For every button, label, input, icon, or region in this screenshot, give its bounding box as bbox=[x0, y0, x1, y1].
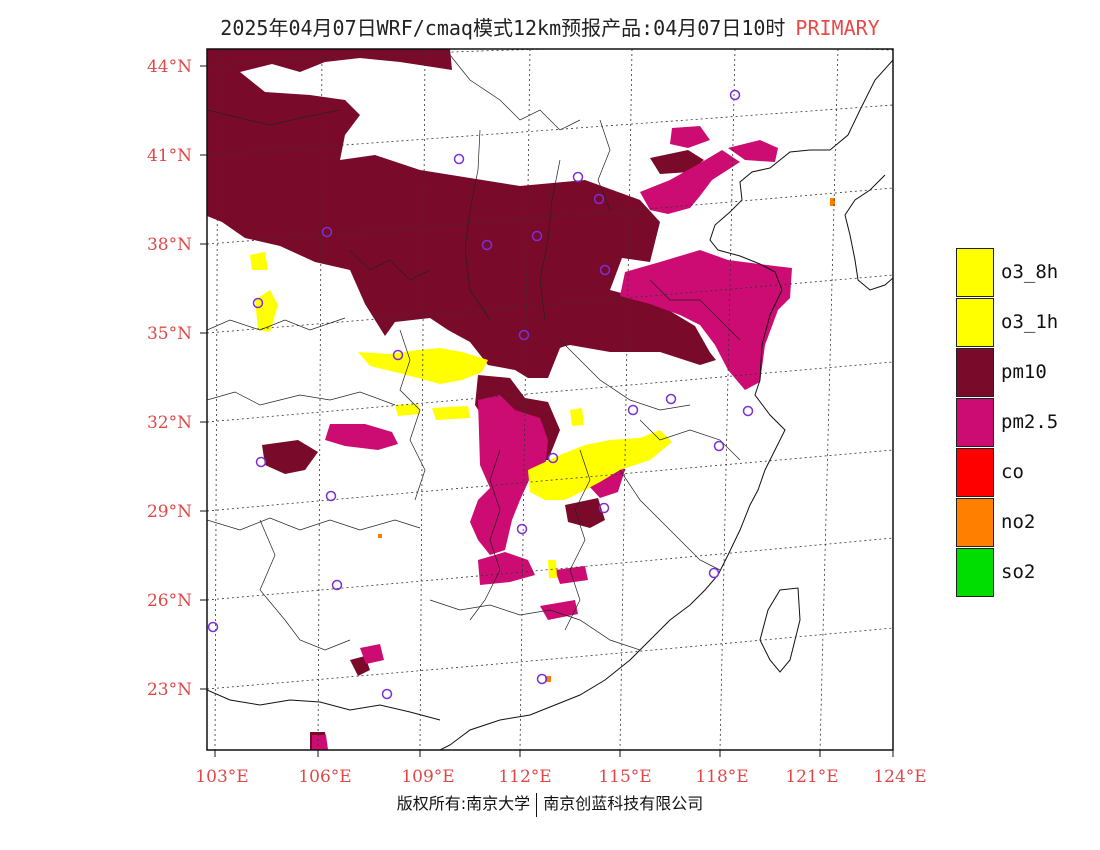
legend-item-o3-1h: o3_1h bbox=[956, 298, 1096, 348]
legend-swatch bbox=[956, 448, 994, 497]
no2-spots bbox=[378, 198, 835, 682]
graticule bbox=[207, 49, 893, 750]
legend-swatch bbox=[956, 498, 994, 547]
legend-label: pm2.5 bbox=[1001, 411, 1059, 433]
lat-label-29: 29°N bbox=[147, 502, 192, 522]
lat-label-26: 26°N bbox=[147, 591, 192, 611]
lat-label-23: 23°N bbox=[147, 680, 192, 700]
coastline bbox=[207, 59, 893, 750]
lat-label-32: 32°N bbox=[147, 413, 192, 433]
legend-item-pm10: pm10 bbox=[956, 348, 1096, 398]
lat-label-35: 35°N bbox=[147, 324, 192, 344]
legend-label: o3_1h bbox=[1001, 311, 1059, 333]
lat-axis: 44°N 41°N 38°N 35°N 32°N 29°N 26°N 23°N bbox=[147, 57, 207, 700]
legend-label: co bbox=[1001, 461, 1024, 483]
legend-label: o3_8h bbox=[1001, 261, 1059, 283]
lat-label-38: 38°N bbox=[147, 235, 192, 255]
lon-label-124: 124°E bbox=[873, 767, 926, 787]
legend-swatch bbox=[956, 298, 994, 347]
map-title: 2025年04月07日WRF/cmaq模式12km预报产品:04月07日10时 P… bbox=[0, 12, 1100, 41]
title-main: 2025年04月07日WRF/cmaq模式12km预报产品:04月07日10时 bbox=[220, 16, 786, 40]
copyright-footer: 版权所有:南京大学 南京创蓝科技有限公司 bbox=[0, 790, 1100, 817]
footer-divider bbox=[536, 792, 538, 817]
legend-swatch bbox=[956, 348, 994, 397]
lon-label-109: 109°E bbox=[401, 767, 454, 787]
legend-swatch bbox=[956, 548, 994, 597]
legend-item-co: co bbox=[956, 448, 1096, 498]
legend-swatch bbox=[956, 398, 994, 447]
map-frame bbox=[206, 48, 894, 751]
lon-label-103: 103°E bbox=[195, 767, 248, 787]
province-borders bbox=[207, 54, 741, 651]
lon-label-121: 121°E bbox=[785, 767, 838, 787]
legend-item-pm25: pm2.5 bbox=[956, 398, 1096, 448]
station-markers bbox=[207, 89, 754, 700]
legend-label: no2 bbox=[1001, 511, 1036, 533]
lon-axis: 103°E 106°E 109°E 112°E 115°E 118°E 121°… bbox=[195, 750, 927, 787]
lat-label-41: 41°N bbox=[147, 146, 192, 166]
o3-region bbox=[250, 252, 672, 578]
lon-label-112: 112°E bbox=[498, 767, 551, 787]
lon-label-118: 118°E bbox=[695, 767, 748, 787]
legend-swatch bbox=[956, 248, 994, 297]
legend-item-so2: so2 bbox=[956, 548, 1096, 598]
lon-label-106: 106°E bbox=[298, 767, 351, 787]
lat-label-44: 44°N bbox=[147, 57, 192, 77]
legend-item-o3-8h: o3_8h bbox=[956, 248, 1096, 298]
footer-copyright: 版权所有:南京大学 bbox=[396, 794, 531, 813]
title-tag: PRIMARY bbox=[795, 16, 880, 40]
footer-company: 南京创蓝科技有限公司 bbox=[543, 794, 704, 813]
pollutant-legend: o3_8h o3_1h pm10 pm2.5 co no2 so2 bbox=[956, 248, 1096, 598]
legend-label: pm10 bbox=[1001, 361, 1047, 383]
lon-label-115: 115°E bbox=[598, 767, 651, 787]
legend-label: so2 bbox=[1001, 561, 1036, 583]
legend-item-no2: no2 bbox=[956, 498, 1096, 548]
